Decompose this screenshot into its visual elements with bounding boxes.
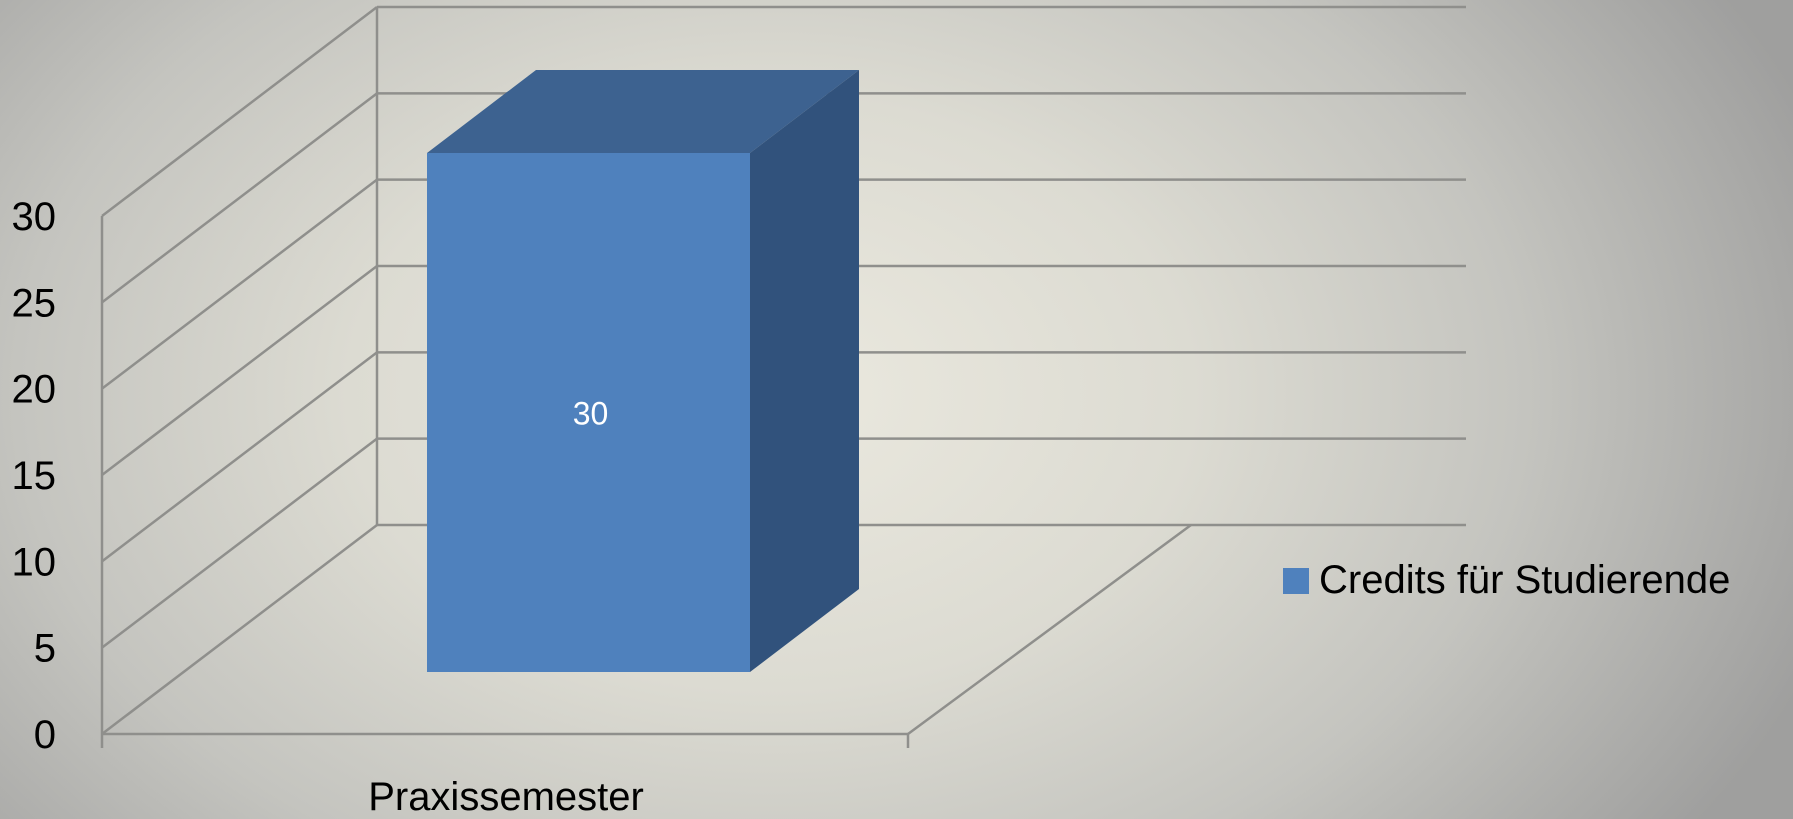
y-tick-label: 5 bbox=[34, 627, 56, 671]
wall-gridline bbox=[101, 178, 378, 390]
y-tick-label: 25 bbox=[12, 281, 57, 325]
bar-top-face bbox=[427, 70, 859, 153]
wall-gridline bbox=[101, 6, 378, 217]
bar-side-face bbox=[750, 70, 859, 672]
y-tick-label: 10 bbox=[12, 540, 57, 584]
wall-gridline bbox=[101, 92, 378, 304]
x-tick-label: Praxissemester bbox=[368, 775, 644, 819]
legend-swatch bbox=[1283, 567, 1309, 594]
wall-gridline bbox=[101, 437, 378, 649]
legend-label: Credits für Studierende bbox=[1319, 558, 1731, 602]
wall-gridline bbox=[101, 524, 378, 735]
wall-gridline bbox=[101, 265, 378, 476]
y-tick-label: 0 bbox=[34, 713, 56, 757]
legend: Credits für Studierende bbox=[1283, 558, 1730, 603]
wall-gridline bbox=[101, 351, 378, 563]
bar bbox=[427, 153, 750, 672]
y-tick-label: 20 bbox=[12, 368, 57, 412]
data-label: 30 bbox=[573, 396, 609, 432]
floor-edge bbox=[907, 523, 1192, 736]
y-tick-label: 30 bbox=[12, 195, 57, 239]
y-tick-label: 15 bbox=[12, 454, 57, 498]
